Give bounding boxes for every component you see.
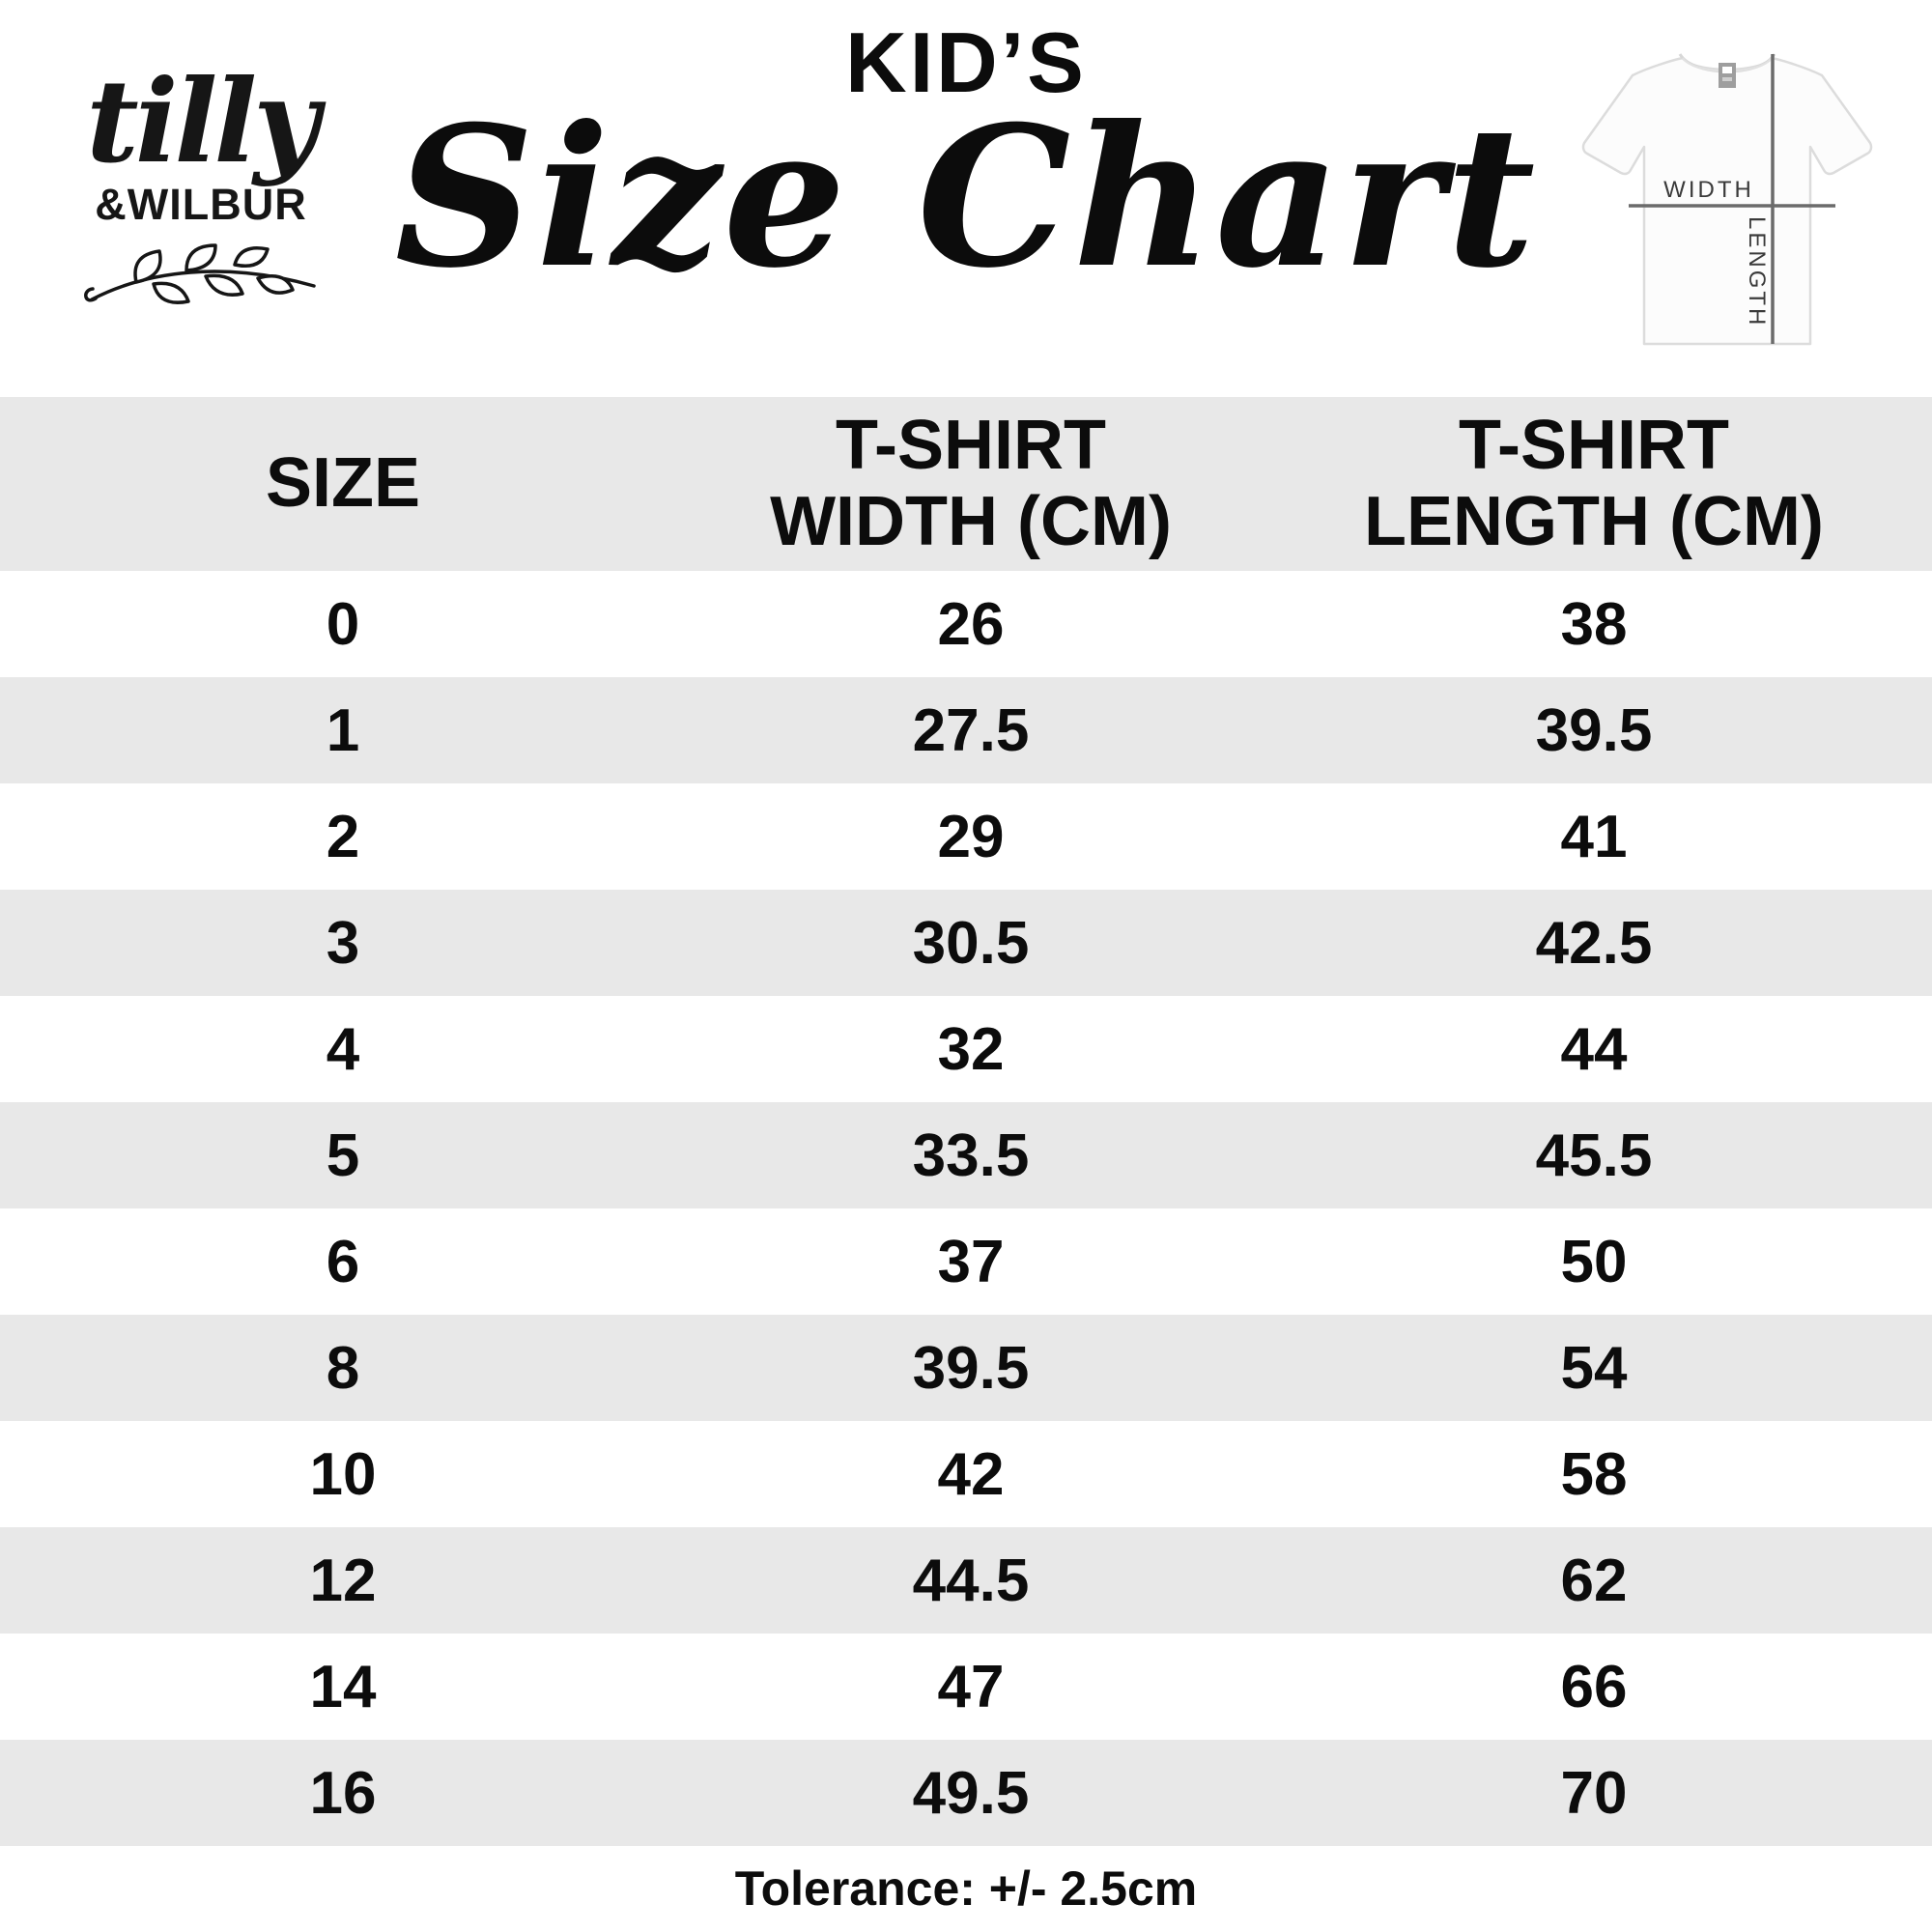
- table-row: 5 33.5 45.5: [0, 1102, 1932, 1208]
- cell-width-cm: 49.5: [912, 1759, 1030, 1827]
- table-body: 0 26 38 1 27.5 39.5 2 29 41 3 30.5 42.5 4 32 44 5 33.5 45…: [0, 571, 1932, 1846]
- cell-length-cm: 45.5: [1535, 1122, 1653, 1189]
- cell-size: 4: [326, 1015, 360, 1083]
- cell-width-cm: 26: [937, 590, 1005, 658]
- cell-size: 8: [326, 1334, 360, 1402]
- cell-width-cm: 47: [937, 1653, 1005, 1720]
- cell-width-cm: 42: [937, 1440, 1005, 1508]
- cell-length-cm: 38: [1560, 590, 1628, 658]
- laurel-branch-icon: [84, 243, 316, 304]
- cell-size: 14: [309, 1653, 377, 1720]
- table-row: 6 37 50: [0, 1208, 1932, 1315]
- length-label: LENGTH: [1744, 216, 1770, 327]
- table-row: 12 44.5 62: [0, 1527, 1932, 1634]
- cell-length-cm: 41: [1560, 803, 1628, 870]
- table-header-row: SIZE T-SHIRT WIDTH (CM) T-SHIRT LENGTH (…: [0, 397, 1932, 571]
- cell-width-cm: 32: [937, 1015, 1005, 1083]
- cell-length-cm: 66: [1560, 1653, 1628, 1720]
- cell-length-cm: 54: [1560, 1334, 1628, 1402]
- table-row: 4 32 44: [0, 996, 1932, 1102]
- cell-width-cm: 33.5: [912, 1122, 1030, 1189]
- cell-length-cm: 58: [1560, 1440, 1628, 1508]
- cell-size: 10: [309, 1440, 377, 1508]
- cell-size: 6: [326, 1228, 360, 1295]
- brand-wordmark-script: tilly: [86, 54, 320, 188]
- table-row: 14 47 66: [0, 1634, 1932, 1740]
- brand-logo: tilly &WILBUR: [75, 54, 327, 327]
- cell-length-cm: 50: [1560, 1228, 1628, 1295]
- cell-size: 16: [309, 1759, 377, 1827]
- cell-length-cm: 62: [1560, 1547, 1628, 1614]
- table-row: 3 30.5 42.5: [0, 890, 1932, 996]
- cell-size: 2: [326, 803, 360, 870]
- column-header-width: T-SHIRT WIDTH (CM): [770, 406, 1172, 560]
- column-header-length: T-SHIRT LENGTH (CM): [1364, 406, 1824, 560]
- size-table: SIZE T-SHIRT WIDTH (CM) T-SHIRT LENGTH (…: [0, 397, 1932, 1846]
- table-row: 0 26 38: [0, 571, 1932, 677]
- page-kicker: KID’S: [845, 14, 1087, 110]
- column-header-size: SIZE: [265, 444, 421, 523]
- table-row: 1 27.5 39.5: [0, 677, 1932, 783]
- cell-width-cm: 39.5: [912, 1334, 1030, 1402]
- cell-width-cm: 37: [937, 1228, 1005, 1295]
- cell-width-cm: 29: [937, 803, 1005, 870]
- tshirt-neck-label: [1719, 63, 1736, 88]
- page-title: Size Chart: [394, 84, 1538, 311]
- width-label: WIDTH: [1663, 177, 1754, 203]
- cell-width-cm: 30.5: [912, 909, 1030, 977]
- tolerance-note: Tolerance: +/- 2.5cm: [734, 1861, 1198, 1916]
- cell-size: 12: [309, 1547, 377, 1614]
- brand-wordmark-caps: &WILBUR: [95, 180, 307, 230]
- cell-length-cm: 39.5: [1535, 696, 1653, 764]
- cell-width-cm: 44.5: [912, 1547, 1030, 1614]
- table-row: 8 39.5 54: [0, 1315, 1932, 1421]
- cell-size: 5: [326, 1122, 360, 1189]
- cell-length-cm: 42.5: [1535, 909, 1653, 977]
- cell-width-cm: 27.5: [912, 696, 1030, 764]
- cell-size: 3: [326, 909, 360, 977]
- table-row: 10 42 58: [0, 1421, 1932, 1527]
- table-row: 16 49.5 70: [0, 1740, 1932, 1846]
- cell-size: 0: [326, 590, 360, 658]
- table-row: 2 29 41: [0, 783, 1932, 890]
- tshirt-diagram: WIDTH LENGTH: [1581, 53, 1873, 346]
- cell-size: 1: [326, 696, 360, 764]
- cell-length-cm: 44: [1560, 1015, 1628, 1083]
- cell-length-cm: 70: [1560, 1759, 1628, 1827]
